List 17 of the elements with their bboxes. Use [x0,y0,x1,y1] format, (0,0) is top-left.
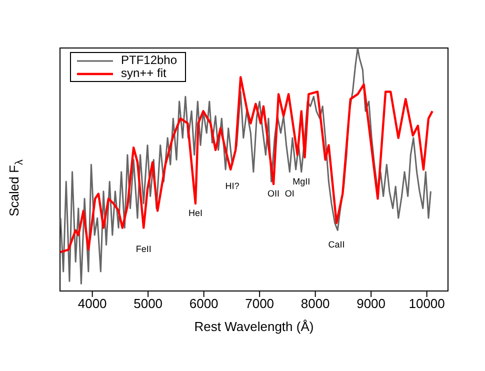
annotation: OI [284,188,294,198]
annotation: FeII [136,244,152,254]
annotation: OII [268,188,280,198]
legend-label: PTF12bho [121,53,178,67]
annotation: HeI [188,208,202,218]
annotation: CaII [328,239,345,250]
annotation: HI? [225,181,240,192]
x-tick-label: 10000 [408,296,445,312]
x-tick-label: 8000 [300,296,330,312]
annotation: MgII [292,176,310,186]
x-tick-label: 5000 [134,296,163,312]
x-tick-label: 9000 [356,296,386,312]
legend-label: syn++ fit [121,66,166,80]
x-tick-label: 7000 [245,296,274,312]
x-tick-label: 6000 [189,296,218,312]
x-axis-title: Rest Wavelength (Å) [194,319,314,334]
x-tick-label: 4000 [78,296,107,312]
